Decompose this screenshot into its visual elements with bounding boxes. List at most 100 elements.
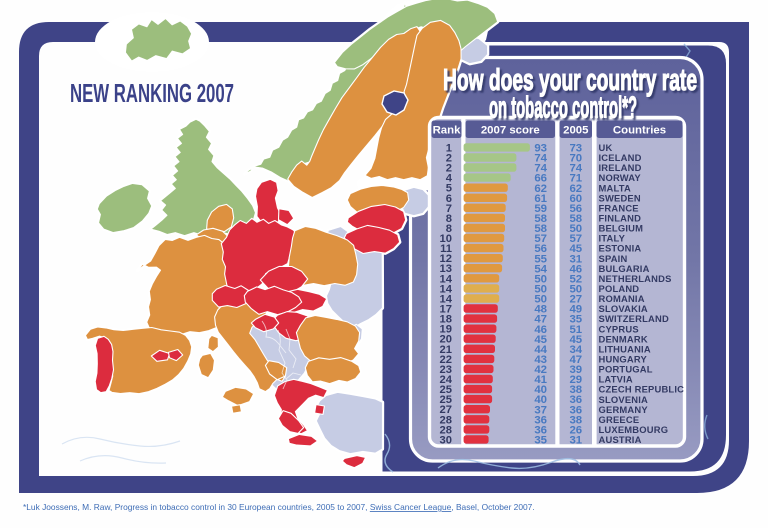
- svg-text:SWEDEN: SWEDEN: [599, 192, 641, 203]
- svg-text:*Luk Joossens, M. Raw, Progres: *Luk Joossens, M. Raw, Progress in tobac…: [23, 502, 535, 512]
- svg-text:14: 14: [440, 273, 453, 285]
- svg-text:FRANCE: FRANCE: [599, 202, 639, 213]
- svg-text:BELGIUM: BELGIUM: [599, 223, 644, 234]
- svg-text:2005: 2005: [563, 125, 589, 137]
- svg-text:36: 36: [534, 425, 547, 437]
- svg-text:2007 score: 2007 score: [481, 125, 540, 137]
- svg-text:How does your country rate: How does your country rate: [443, 62, 697, 97]
- svg-text:SLOVAKIA: SLOVAKIA: [599, 303, 648, 314]
- svg-text:MALTA: MALTA: [599, 182, 631, 193]
- svg-text:23: 23: [440, 364, 452, 376]
- svg-text:27: 27: [569, 294, 582, 306]
- svg-text:2: 2: [446, 153, 452, 165]
- svg-text:27: 27: [440, 404, 452, 416]
- svg-text:21: 21: [440, 344, 452, 356]
- svg-text:28: 28: [440, 414, 452, 426]
- svg-text:17: 17: [440, 304, 452, 316]
- svg-text:8: 8: [446, 223, 452, 235]
- svg-text:ESTONIA: ESTONIA: [599, 243, 642, 254]
- svg-text:24: 24: [440, 374, 453, 386]
- svg-text:60: 60: [569, 193, 582, 205]
- svg-text:Countries: Countries: [613, 125, 666, 137]
- svg-text:39: 39: [569, 364, 582, 376]
- svg-text:13: 13: [440, 263, 452, 275]
- svg-text:43: 43: [534, 354, 547, 366]
- svg-text:14: 14: [440, 283, 453, 295]
- svg-text:58: 58: [569, 213, 582, 225]
- svg-text:UK: UK: [599, 142, 613, 153]
- svg-text:51: 51: [569, 324, 582, 336]
- svg-text:31: 31: [569, 435, 582, 447]
- svg-text:6: 6: [446, 193, 452, 205]
- svg-text:4: 4: [446, 173, 453, 185]
- svg-text:CYPRUS: CYPRUS: [599, 323, 639, 334]
- svg-text:40: 40: [534, 394, 547, 406]
- svg-text:74: 74: [534, 153, 547, 165]
- svg-text:56: 56: [569, 203, 582, 215]
- svg-text:45: 45: [534, 334, 547, 346]
- svg-text:56: 56: [534, 243, 547, 255]
- svg-text:29: 29: [569, 374, 582, 386]
- svg-text:36: 36: [569, 404, 582, 416]
- svg-text:42: 42: [534, 364, 547, 376]
- svg-text:46: 46: [569, 263, 582, 275]
- svg-text:POLAND: POLAND: [599, 283, 640, 294]
- svg-text:25: 25: [440, 394, 452, 406]
- svg-text:NETHERLANDS: NETHERLANDS: [599, 273, 672, 284]
- svg-text:11: 11: [440, 243, 452, 255]
- svg-text:49: 49: [569, 304, 582, 316]
- svg-text:59: 59: [534, 203, 547, 215]
- svg-text:AUSTRIA: AUSTRIA: [599, 434, 642, 445]
- svg-text:45: 45: [569, 334, 582, 346]
- svg-text:57: 57: [534, 233, 547, 245]
- svg-text:50: 50: [534, 284, 547, 296]
- svg-text:19: 19: [440, 324, 452, 336]
- svg-text:FINLAND: FINLAND: [599, 213, 642, 224]
- svg-text:1: 1: [446, 142, 452, 154]
- svg-text:LITHUANIA: LITHUANIA: [599, 343, 651, 354]
- svg-text:LUXEMBOURG: LUXEMBOURG: [599, 424, 669, 435]
- svg-text:10: 10: [440, 233, 452, 245]
- svg-text:5: 5: [446, 183, 452, 195]
- svg-text:ROMANIA: ROMANIA: [599, 293, 645, 304]
- svg-text:14: 14: [440, 294, 453, 306]
- svg-text:SLOVENIA: SLOVENIA: [599, 394, 649, 405]
- svg-text:36: 36: [569, 394, 582, 406]
- svg-text:18: 18: [440, 314, 452, 326]
- svg-text:58: 58: [534, 213, 547, 225]
- svg-text:CZECH REPUBLIC: CZECH REPUBLIC: [599, 384, 685, 395]
- svg-text:55: 55: [534, 253, 547, 265]
- svg-text:DENMARK: DENMARK: [599, 333, 648, 344]
- svg-text:20: 20: [440, 334, 452, 346]
- svg-text:22: 22: [440, 354, 452, 366]
- svg-text:62: 62: [569, 183, 582, 195]
- svg-text:61: 61: [534, 193, 547, 205]
- svg-text:12: 12: [440, 253, 452, 265]
- svg-text:44: 44: [534, 344, 547, 356]
- svg-text:41: 41: [534, 374, 547, 386]
- svg-text:36: 36: [534, 414, 547, 426]
- svg-text:NORWAY: NORWAY: [599, 172, 642, 183]
- svg-text:50: 50: [569, 223, 582, 235]
- svg-text:ITALY: ITALY: [599, 233, 626, 244]
- svg-text:Rank: Rank: [433, 125, 462, 137]
- svg-text:50: 50: [569, 284, 582, 296]
- svg-text:40: 40: [534, 384, 547, 396]
- svg-text:73: 73: [569, 143, 582, 155]
- svg-text:57: 57: [569, 233, 582, 245]
- svg-text:31: 31: [569, 253, 582, 265]
- svg-text:SWITZERLAND: SWITZERLAND: [599, 313, 669, 324]
- svg-text:70: 70: [569, 153, 582, 165]
- svg-text:35: 35: [534, 435, 547, 447]
- svg-text:GERMANY: GERMANY: [599, 404, 649, 415]
- svg-text:on tobacco control*?: on tobacco control*?: [489, 89, 637, 124]
- svg-text:62: 62: [534, 183, 547, 195]
- svg-text:50: 50: [534, 294, 547, 306]
- svg-text:SPAIN: SPAIN: [599, 253, 628, 264]
- svg-text:52: 52: [569, 273, 582, 285]
- svg-text:74: 74: [534, 163, 547, 175]
- svg-text:PORTUGAL: PORTUGAL: [599, 364, 653, 375]
- svg-text:NEW RANKING 2007: NEW RANKING 2007: [70, 78, 234, 108]
- svg-text:HUNGARY: HUNGARY: [599, 354, 648, 365]
- svg-text:74: 74: [569, 163, 582, 175]
